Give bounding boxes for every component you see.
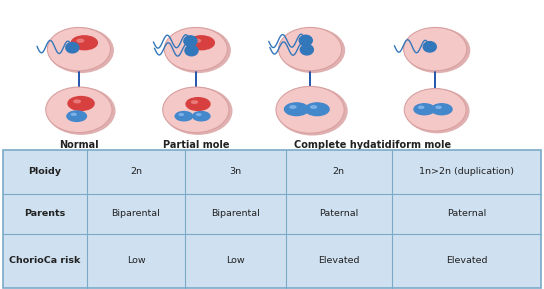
Text: 2n: 2n bbox=[130, 167, 142, 177]
Text: Normal: Normal bbox=[59, 140, 98, 149]
Ellipse shape bbox=[179, 114, 183, 116]
Ellipse shape bbox=[47, 27, 110, 71]
Ellipse shape bbox=[431, 104, 452, 115]
Ellipse shape bbox=[300, 45, 313, 55]
Text: ChorioCa risk: ChorioCa risk bbox=[9, 255, 81, 265]
Text: Low: Low bbox=[226, 255, 245, 265]
Text: Complete hydatidiform mole: Complete hydatidiform mole bbox=[294, 140, 451, 149]
Ellipse shape bbox=[188, 36, 214, 50]
Ellipse shape bbox=[193, 112, 210, 121]
FancyBboxPatch shape bbox=[3, 150, 541, 288]
Text: Parents: Parents bbox=[24, 209, 65, 218]
Ellipse shape bbox=[74, 100, 81, 103]
Ellipse shape bbox=[194, 39, 201, 42]
Text: Biparental: Biparental bbox=[211, 209, 259, 218]
Ellipse shape bbox=[436, 106, 441, 108]
Text: Elevated: Elevated bbox=[446, 255, 487, 265]
Ellipse shape bbox=[186, 98, 210, 110]
Ellipse shape bbox=[277, 87, 347, 135]
Ellipse shape bbox=[185, 45, 198, 56]
Ellipse shape bbox=[77, 39, 84, 42]
Ellipse shape bbox=[47, 88, 115, 134]
Ellipse shape bbox=[423, 42, 436, 52]
Ellipse shape bbox=[164, 27, 227, 71]
Ellipse shape bbox=[71, 36, 97, 50]
Ellipse shape bbox=[279, 27, 342, 71]
Ellipse shape bbox=[405, 28, 469, 72]
Ellipse shape bbox=[164, 88, 232, 134]
Ellipse shape bbox=[299, 35, 312, 46]
Text: Ploidy: Ploidy bbox=[28, 167, 61, 177]
Ellipse shape bbox=[280, 28, 344, 72]
Ellipse shape bbox=[46, 87, 112, 133]
Ellipse shape bbox=[66, 42, 79, 53]
Ellipse shape bbox=[191, 101, 197, 103]
Ellipse shape bbox=[305, 103, 329, 116]
Ellipse shape bbox=[184, 36, 197, 46]
Text: Paternal: Paternal bbox=[319, 209, 358, 218]
Ellipse shape bbox=[49, 28, 113, 72]
Ellipse shape bbox=[414, 104, 435, 115]
Ellipse shape bbox=[196, 114, 201, 116]
Text: Partial mole: Partial mole bbox=[163, 140, 229, 149]
Text: Low: Low bbox=[127, 255, 145, 265]
Ellipse shape bbox=[175, 112, 193, 121]
Ellipse shape bbox=[285, 103, 308, 116]
Ellipse shape bbox=[276, 86, 344, 133]
Ellipse shape bbox=[404, 88, 466, 131]
Ellipse shape bbox=[290, 106, 296, 108]
Text: 3n: 3n bbox=[229, 167, 242, 177]
Ellipse shape bbox=[419, 106, 424, 108]
Text: Biparental: Biparental bbox=[112, 209, 160, 218]
Text: Elevated: Elevated bbox=[318, 255, 360, 265]
Text: 2n: 2n bbox=[332, 167, 345, 177]
Ellipse shape bbox=[406, 89, 469, 133]
Text: 1n>2n (duplication): 1n>2n (duplication) bbox=[419, 167, 514, 177]
Ellipse shape bbox=[68, 97, 94, 110]
Ellipse shape bbox=[71, 113, 76, 115]
Ellipse shape bbox=[163, 87, 229, 133]
Text: Paternal: Paternal bbox=[447, 209, 486, 218]
Ellipse shape bbox=[67, 111, 86, 121]
Ellipse shape bbox=[404, 27, 467, 71]
Ellipse shape bbox=[311, 106, 317, 108]
Ellipse shape bbox=[166, 28, 230, 72]
